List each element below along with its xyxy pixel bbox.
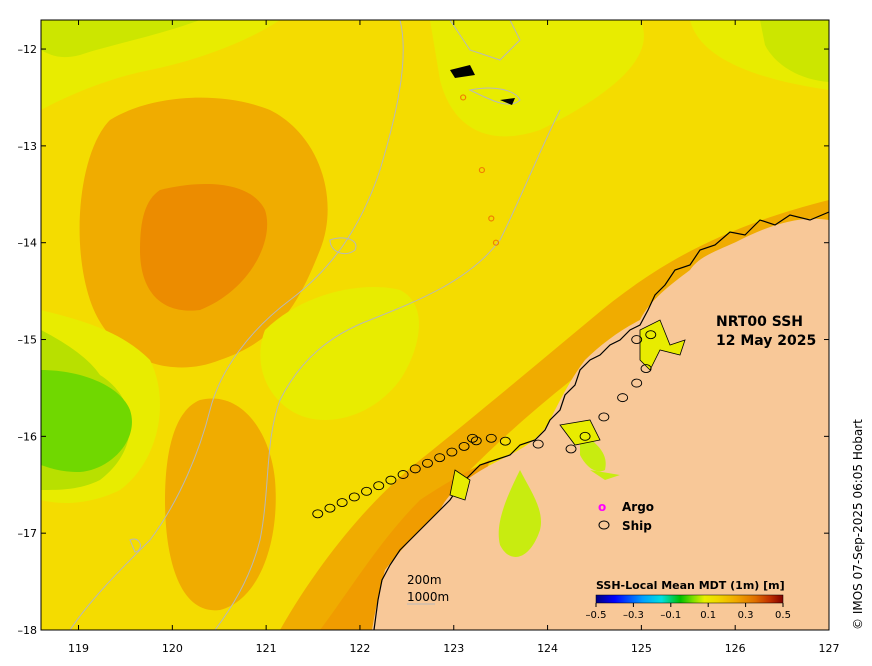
- ship-marker: [312, 509, 324, 519]
- map-title-line1: NRT00 SSH: [716, 314, 803, 330]
- bathymetry-1000m: [214, 109, 561, 630]
- y-tick-label: –17: [18, 527, 38, 540]
- ship-marker: [485, 433, 497, 443]
- x-tick-label: 127: [819, 642, 840, 655]
- ship-marker: [348, 492, 360, 502]
- colorbar-tick-label: 0.1: [700, 610, 716, 621]
- land-mass: [372, 218, 829, 630]
- argo-legend-label: Argo: [622, 500, 654, 514]
- x-tick-label: 125: [631, 642, 652, 655]
- ship-marker: [409, 464, 421, 474]
- map-title-line2: 12 May 2025: [716, 333, 816, 349]
- colorbar-gradient: [595, 594, 784, 604]
- argo-marker: [460, 94, 467, 101]
- x-tick-label: 120: [162, 642, 183, 655]
- colorbar-tick-label: –0.3: [623, 610, 644, 621]
- map-field: [41, 20, 829, 630]
- inlet: [590, 470, 620, 480]
- coastal-islands: [639, 319, 686, 371]
- ship-marker: [579, 431, 591, 441]
- y-tick-label: –15: [18, 334, 38, 347]
- ssh-yellow-patch: [430, 20, 644, 137]
- bathymetry-200m: [69, 20, 404, 630]
- ship-marker: [617, 393, 629, 403]
- ship-marker: [532, 439, 544, 449]
- coastal-islands: [559, 419, 601, 446]
- x-tick-label: 126: [725, 642, 746, 655]
- argo-marker: [488, 215, 495, 222]
- contour-legend: 200m 1000m: [407, 573, 449, 605]
- x-tick-label: 124: [537, 642, 558, 655]
- x-tick-label: 119: [68, 642, 89, 655]
- ship-marker: [361, 486, 372, 496]
- ship-marker: [499, 436, 511, 446]
- colorbar-tick-label: –0.5: [586, 610, 607, 621]
- ship-marker: [631, 335, 643, 344]
- marker-legend: o Argo Ship: [598, 500, 654, 533]
- island: [500, 98, 515, 105]
- credit-text: © IMOS 07-Sep-2025 06:05 Hobart: [851, 419, 865, 630]
- ship-marker: [640, 364, 652, 374]
- colorbar-tick-label: –0.1: [660, 610, 681, 621]
- colorbar-title: SSH-Local Mean MDT (1m) [m]: [596, 579, 785, 592]
- ssh-dark-orange-eddy: [140, 184, 268, 311]
- argo-marker: [492, 239, 500, 246]
- ship-marker: [336, 498, 348, 508]
- ship-track: [312, 330, 657, 519]
- colorbar: SSH-Local Mean MDT (1m) [m] –0.5 –0.3 –0.1…: [586, 579, 791, 621]
- x-tick-label: 122: [349, 642, 370, 655]
- ship-marker: [385, 475, 397, 485]
- island: [450, 65, 475, 78]
- x-tick-label: 123: [443, 642, 464, 655]
- contour-1000m-label: 1000m: [407, 590, 449, 604]
- y-tick-label: –12: [18, 43, 38, 56]
- x-tick-label: 121: [256, 642, 277, 655]
- bathymetry-reef: [468, 87, 521, 105]
- map-frame: [40, 19, 830, 631]
- ssh-greenish-patch: [760, 20, 829, 82]
- y-tick-label: –18: [18, 624, 38, 637]
- longitude-axis: 119 120 121 122 123 124 125 126 127: [68, 20, 840, 655]
- ssh-yellow-eddy: [260, 286, 419, 420]
- ship-marker: [470, 436, 482, 446]
- ship-marker: [631, 378, 643, 388]
- coastline: [373, 211, 829, 630]
- bathymetry-reef: [449, 20, 521, 61]
- ship-marker: [565, 444, 577, 454]
- ship-marker: [446, 447, 458, 457]
- ship-legend-label: Ship: [622, 519, 652, 533]
- ssh-greenish-patch: [41, 20, 200, 58]
- argo-legend-symbol: o: [598, 500, 606, 514]
- argo-marker: [478, 166, 486, 174]
- ship-marker: [458, 441, 470, 451]
- colorbar-tick-label: 0.3: [738, 610, 754, 621]
- ship-marker: [397, 470, 409, 479]
- ship-marker: [422, 458, 433, 468]
- argo-markers: [460, 94, 500, 246]
- ssh-yellow-patch: [41, 20, 829, 90]
- colorbar-tick-label: 0.5: [775, 610, 791, 621]
- coastal-islands: [449, 469, 471, 501]
- ship-marker: [467, 433, 478, 443]
- colorbar-ticks: –0.5 –0.3 –0.1 0.1 0.3 0.5: [586, 603, 791, 621]
- ship-legend-symbol: [598, 520, 610, 530]
- latitude-axis: –12 –13 –14 –15 –16 –17 –18: [18, 43, 829, 637]
- y-tick-label: –14: [18, 237, 38, 250]
- y-tick-label: –13: [18, 140, 38, 153]
- ssh-orange-eddy: [165, 398, 276, 611]
- bathymetry-reef: [129, 538, 141, 553]
- ship-marker: [434, 453, 446, 463]
- ship-marker: [645, 330, 657, 340]
- ship-marker: [598, 412, 610, 422]
- y-tick-label: –16: [18, 430, 38, 443]
- ship-marker: [324, 503, 336, 513]
- ship-marker: [373, 481, 385, 491]
- inlet: [498, 470, 541, 557]
- bathymetry-reef: [329, 237, 357, 255]
- contour-200m-label: 200m: [407, 573, 442, 587]
- ssh-green-eddy: [41, 370, 132, 472]
